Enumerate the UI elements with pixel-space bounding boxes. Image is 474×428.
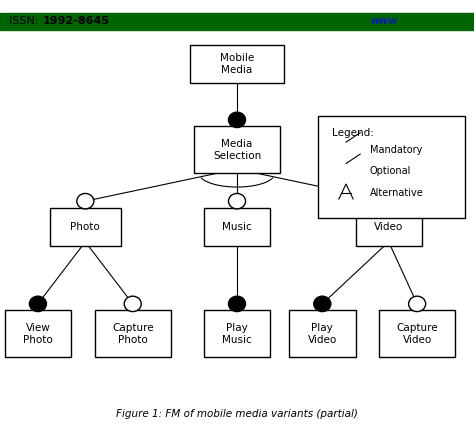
Circle shape <box>228 296 246 312</box>
FancyBboxPatch shape <box>289 310 356 357</box>
FancyBboxPatch shape <box>356 208 422 246</box>
FancyBboxPatch shape <box>204 310 270 357</box>
Text: Photo: Photo <box>71 222 100 232</box>
FancyBboxPatch shape <box>95 310 171 357</box>
Text: ISSN:: ISSN: <box>9 16 43 27</box>
Text: Play
Video: Play Video <box>308 323 337 345</box>
Text: Capture
Photo: Capture Photo <box>112 323 154 345</box>
Text: View
Photo: View Photo <box>23 323 53 345</box>
Text: Optional: Optional <box>370 166 411 176</box>
Text: Video: Video <box>374 222 403 232</box>
Text: Capture
Video: Capture Video <box>396 323 438 345</box>
Circle shape <box>124 296 141 312</box>
Text: Mandatory: Mandatory <box>370 145 422 155</box>
Text: Media
Selection: Media Selection <box>213 139 261 160</box>
Circle shape <box>409 296 426 312</box>
Circle shape <box>228 112 246 128</box>
Circle shape <box>337 163 355 179</box>
Text: Mobile
Media: Mobile Media <box>220 54 254 75</box>
Text: 1992-8645: 1992-8645 <box>43 16 109 27</box>
Text: Music: Music <box>222 222 252 232</box>
Text: Alternative: Alternative <box>370 187 423 198</box>
Text: Legend:: Legend: <box>332 128 374 138</box>
Circle shape <box>29 296 46 312</box>
Text: Figure 1: FM of mobile media variants (partial): Figure 1: FM of mobile media variants (p… <box>116 410 358 419</box>
FancyBboxPatch shape <box>318 116 465 218</box>
FancyBboxPatch shape <box>0 13 474 30</box>
FancyBboxPatch shape <box>194 126 280 173</box>
FancyBboxPatch shape <box>190 45 284 83</box>
Circle shape <box>228 193 246 209</box>
Circle shape <box>77 193 94 209</box>
FancyBboxPatch shape <box>50 208 121 246</box>
FancyBboxPatch shape <box>379 310 455 357</box>
Text: www: www <box>370 16 397 27</box>
Text: Play
Music: Play Music <box>222 323 252 345</box>
FancyBboxPatch shape <box>5 310 71 357</box>
Circle shape <box>380 193 397 209</box>
Circle shape <box>314 296 331 312</box>
FancyBboxPatch shape <box>204 208 270 246</box>
Circle shape <box>337 142 355 158</box>
